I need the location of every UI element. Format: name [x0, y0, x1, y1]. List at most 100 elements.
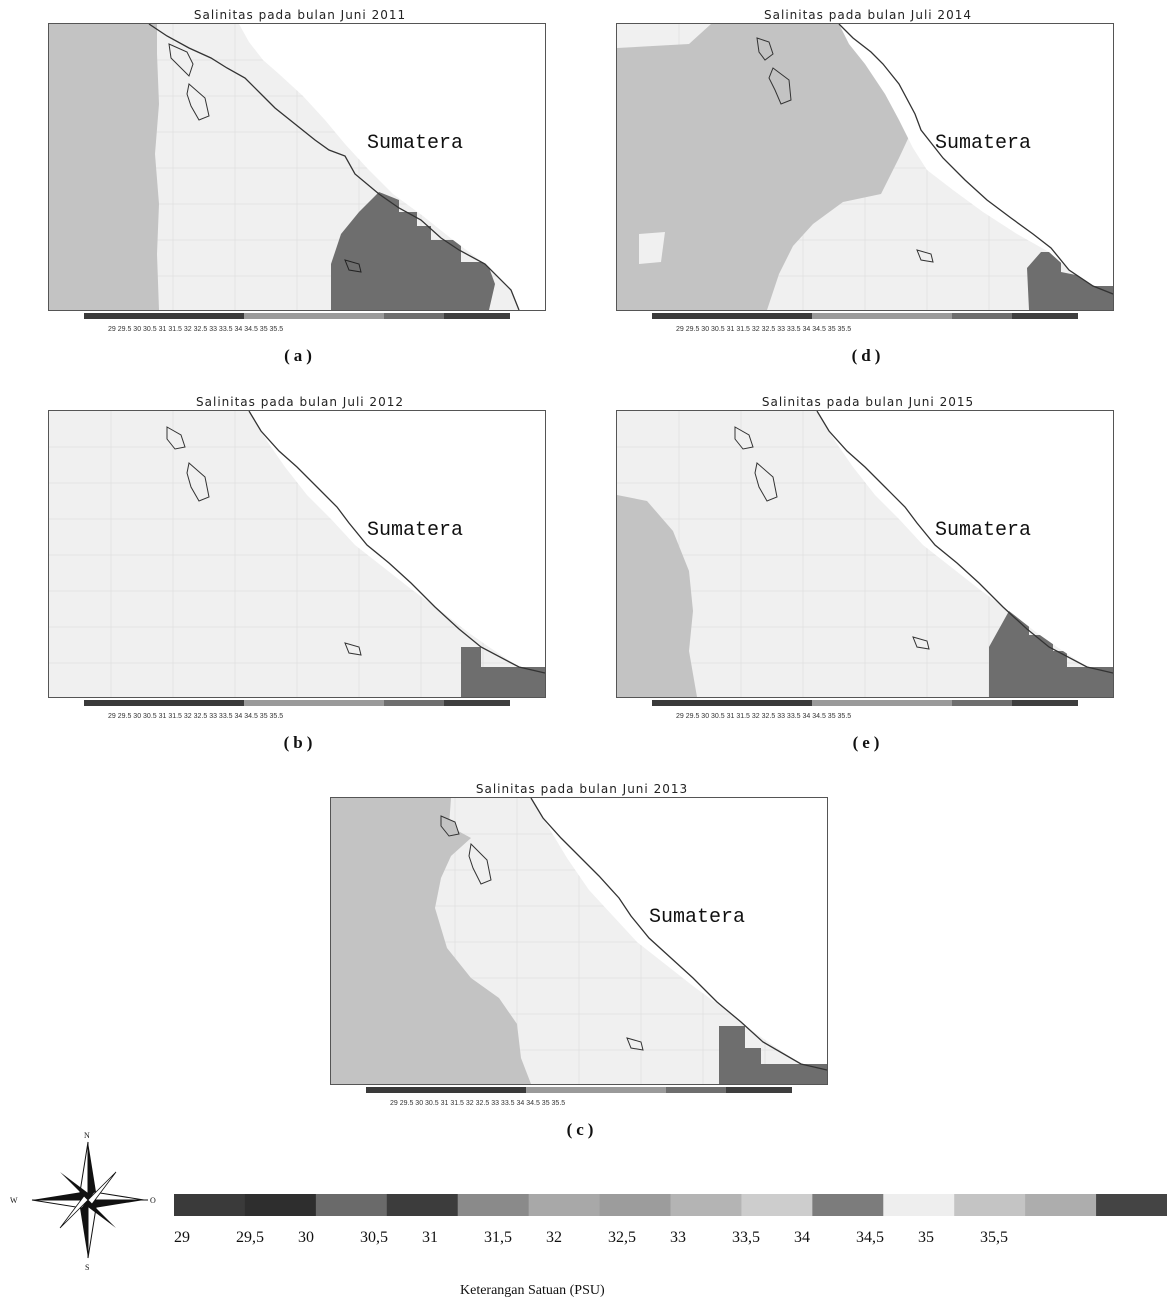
- axis-strip: 29 29.5 30 30.5 31 31.5 32 32.5 33 33.5 …: [652, 700, 1078, 720]
- coastline: [248, 411, 545, 674]
- mini-legend-bar: [84, 313, 510, 319]
- salinity-zone-high: [719, 1026, 827, 1084]
- axis-strip: 29 29.5 30 30.5 31 31.5 32 32.5 33 33.5 …: [84, 700, 510, 720]
- legend-swatch: [954, 1194, 1026, 1216]
- mini-legend-bar: [652, 700, 1078, 706]
- legend-swatch: [528, 1194, 601, 1216]
- island: [344, 259, 362, 273]
- panel-title: Salinitas pada bulan Juli 2012: [196, 395, 404, 409]
- legend-tick-label: 31: [422, 1229, 438, 1246]
- region-label-sumatera: Sumatera: [649, 906, 745, 929]
- legend-tick-label: 32: [546, 1229, 562, 1246]
- salinity-map-svg: Sumatera: [49, 24, 545, 310]
- panel-a: Salinitas pada bulan Juni 2011 Sumatera …: [20, 8, 580, 368]
- island: [468, 842, 492, 885]
- island: [344, 642, 362, 656]
- legend-swatch: [670, 1194, 742, 1216]
- axis-strip: 29 29.5 30 30.5 31 31.5 32 32.5 33 33.5 …: [652, 313, 1078, 333]
- panel-title: Salinitas pada bulan Juni 2013: [475, 782, 689, 796]
- svg-text:29 29.5 30 30.5 31 31.5: 29 29.5 30 30.5 31 31.5 32 32.5 33 33.5 …: [676, 326, 851, 333]
- compass-south: S: [85, 1263, 89, 1272]
- panel-d: Salinitas pada bulan Juli 2014 Sumatera …: [588, 8, 1148, 368]
- panel-title: Salinitas pada bulan Juni 2015: [761, 395, 975, 409]
- legend-swatch: [741, 1194, 813, 1216]
- salinity-map-svg: Sumatera: [617, 411, 1113, 697]
- compass-icon: N S W O: [10, 1131, 156, 1272]
- legend-title: Keterangan Satuan (PSU): [460, 1283, 605, 1298]
- legend-swatch: [599, 1194, 671, 1216]
- island: [186, 83, 210, 121]
- legend-tick-label: 35,5: [980, 1229, 1008, 1246]
- svg-text:29 29.5 30 30.5 31 31.5: 29 29.5 30 30.5 31 31.5 32 32.5 33 33.5 …: [108, 326, 283, 333]
- panel-c: Salinitas pada bulan Juni 2013 Sumatera …: [302, 782, 862, 1142]
- island: [754, 462, 778, 502]
- salinity-zone-mid: [617, 24, 913, 310]
- region-label-sumatera: Sumatera: [367, 132, 463, 155]
- island: [440, 815, 460, 837]
- island: [916, 249, 934, 263]
- coastline: [148, 24, 520, 310]
- coastline: [838, 24, 1113, 295]
- island: [768, 67, 792, 105]
- legend-tick-label: 31,5: [484, 1229, 512, 1246]
- legend-swatch: [1096, 1194, 1167, 1216]
- island: [912, 636, 930, 650]
- legend-tick-label: 35: [918, 1229, 934, 1246]
- region-label-sumatera: Sumatera: [935, 132, 1031, 155]
- salinity-map: Sumatera: [616, 410, 1114, 698]
- mini-legend-bar: [84, 700, 510, 706]
- island: [186, 462, 210, 502]
- panel-label: (d): [851, 346, 885, 365]
- legend-swatch: [315, 1194, 388, 1216]
- legend-labels: 29 29,5 30 30,5 31 31,5 32 32,5 33 33,5 34 34,5 35 35…: [174, 1229, 1008, 1246]
- land-sumatera: [839, 24, 1113, 286]
- salinity-zone-high: [989, 611, 1113, 697]
- legend-tick-label: 29: [174, 1229, 190, 1246]
- compass-north: N: [84, 1131, 90, 1140]
- panel-title: Salinitas pada bulan Juni 2011: [193, 8, 407, 22]
- legend-area: N S W O 29 29,5 30 30,5 31 31,5 32 32,5 33 33,5 34…: [10, 1131, 1167, 1298]
- legend-swatch: [883, 1194, 955, 1216]
- land-sumatera: [531, 798, 827, 1064]
- salinity-zone-high: [331, 192, 495, 310]
- legend-tick-label: 30: [298, 1229, 314, 1246]
- salinity-map: Sumatera: [48, 23, 546, 311]
- salinity-zone-high: [1027, 252, 1113, 310]
- legend-swatch: [457, 1194, 530, 1216]
- panel-label: (c): [566, 1120, 598, 1139]
- salinity-map-svg: Sumatera: [617, 24, 1113, 310]
- legend-swatch: [244, 1194, 317, 1216]
- legend-tick-label: 32,5: [608, 1229, 636, 1246]
- legend-bar: [174, 1194, 1167, 1216]
- axis-strip: 29 29.5 30 30.5 31 31.5 32 32.5 33 33.5 …: [366, 1087, 792, 1107]
- island: [168, 43, 194, 77]
- land-sumatera: [149, 24, 545, 310]
- salinity-map-svg: Sumatera: [331, 798, 827, 1084]
- island: [756, 37, 774, 61]
- coastline: [816, 411, 1113, 674]
- salinity-map: Sumatera: [616, 23, 1114, 311]
- compass-west: W: [10, 1196, 18, 1205]
- land-sumatera: [817, 411, 1113, 667]
- salinity-map-svg: Sumatera: [49, 411, 545, 697]
- legend-tick-label: 29,5: [236, 1229, 264, 1246]
- land-sumatera: [249, 411, 545, 667]
- salinity-zone-light: [639, 232, 665, 264]
- mini-legend-bar: [366, 1087, 792, 1093]
- mini-legend-bar: [652, 313, 1078, 319]
- legend-swatch: [174, 1194, 246, 1216]
- compass-east: O: [150, 1196, 156, 1205]
- legend-tick-label: 34,5: [856, 1229, 884, 1246]
- coastline: [530, 798, 827, 1071]
- salinity-zone-high: [461, 647, 545, 697]
- salinity-map: Sumatera: [48, 410, 546, 698]
- salinity-zone-mid: [49, 24, 159, 310]
- island: [734, 426, 754, 450]
- panel-e: Salinitas pada bulan Juni 2015 Sumatera …: [588, 395, 1148, 755]
- legend-swatch: [1025, 1194, 1097, 1216]
- legend-swatch: [812, 1194, 884, 1216]
- legend-tick-label: 34: [794, 1229, 810, 1246]
- region-label-sumatera: Sumatera: [935, 519, 1031, 542]
- legend-tick-label: 30,5: [360, 1229, 388, 1246]
- panel-b: Salinitas pada bulan Juli 2012 Sumatera …: [20, 395, 580, 755]
